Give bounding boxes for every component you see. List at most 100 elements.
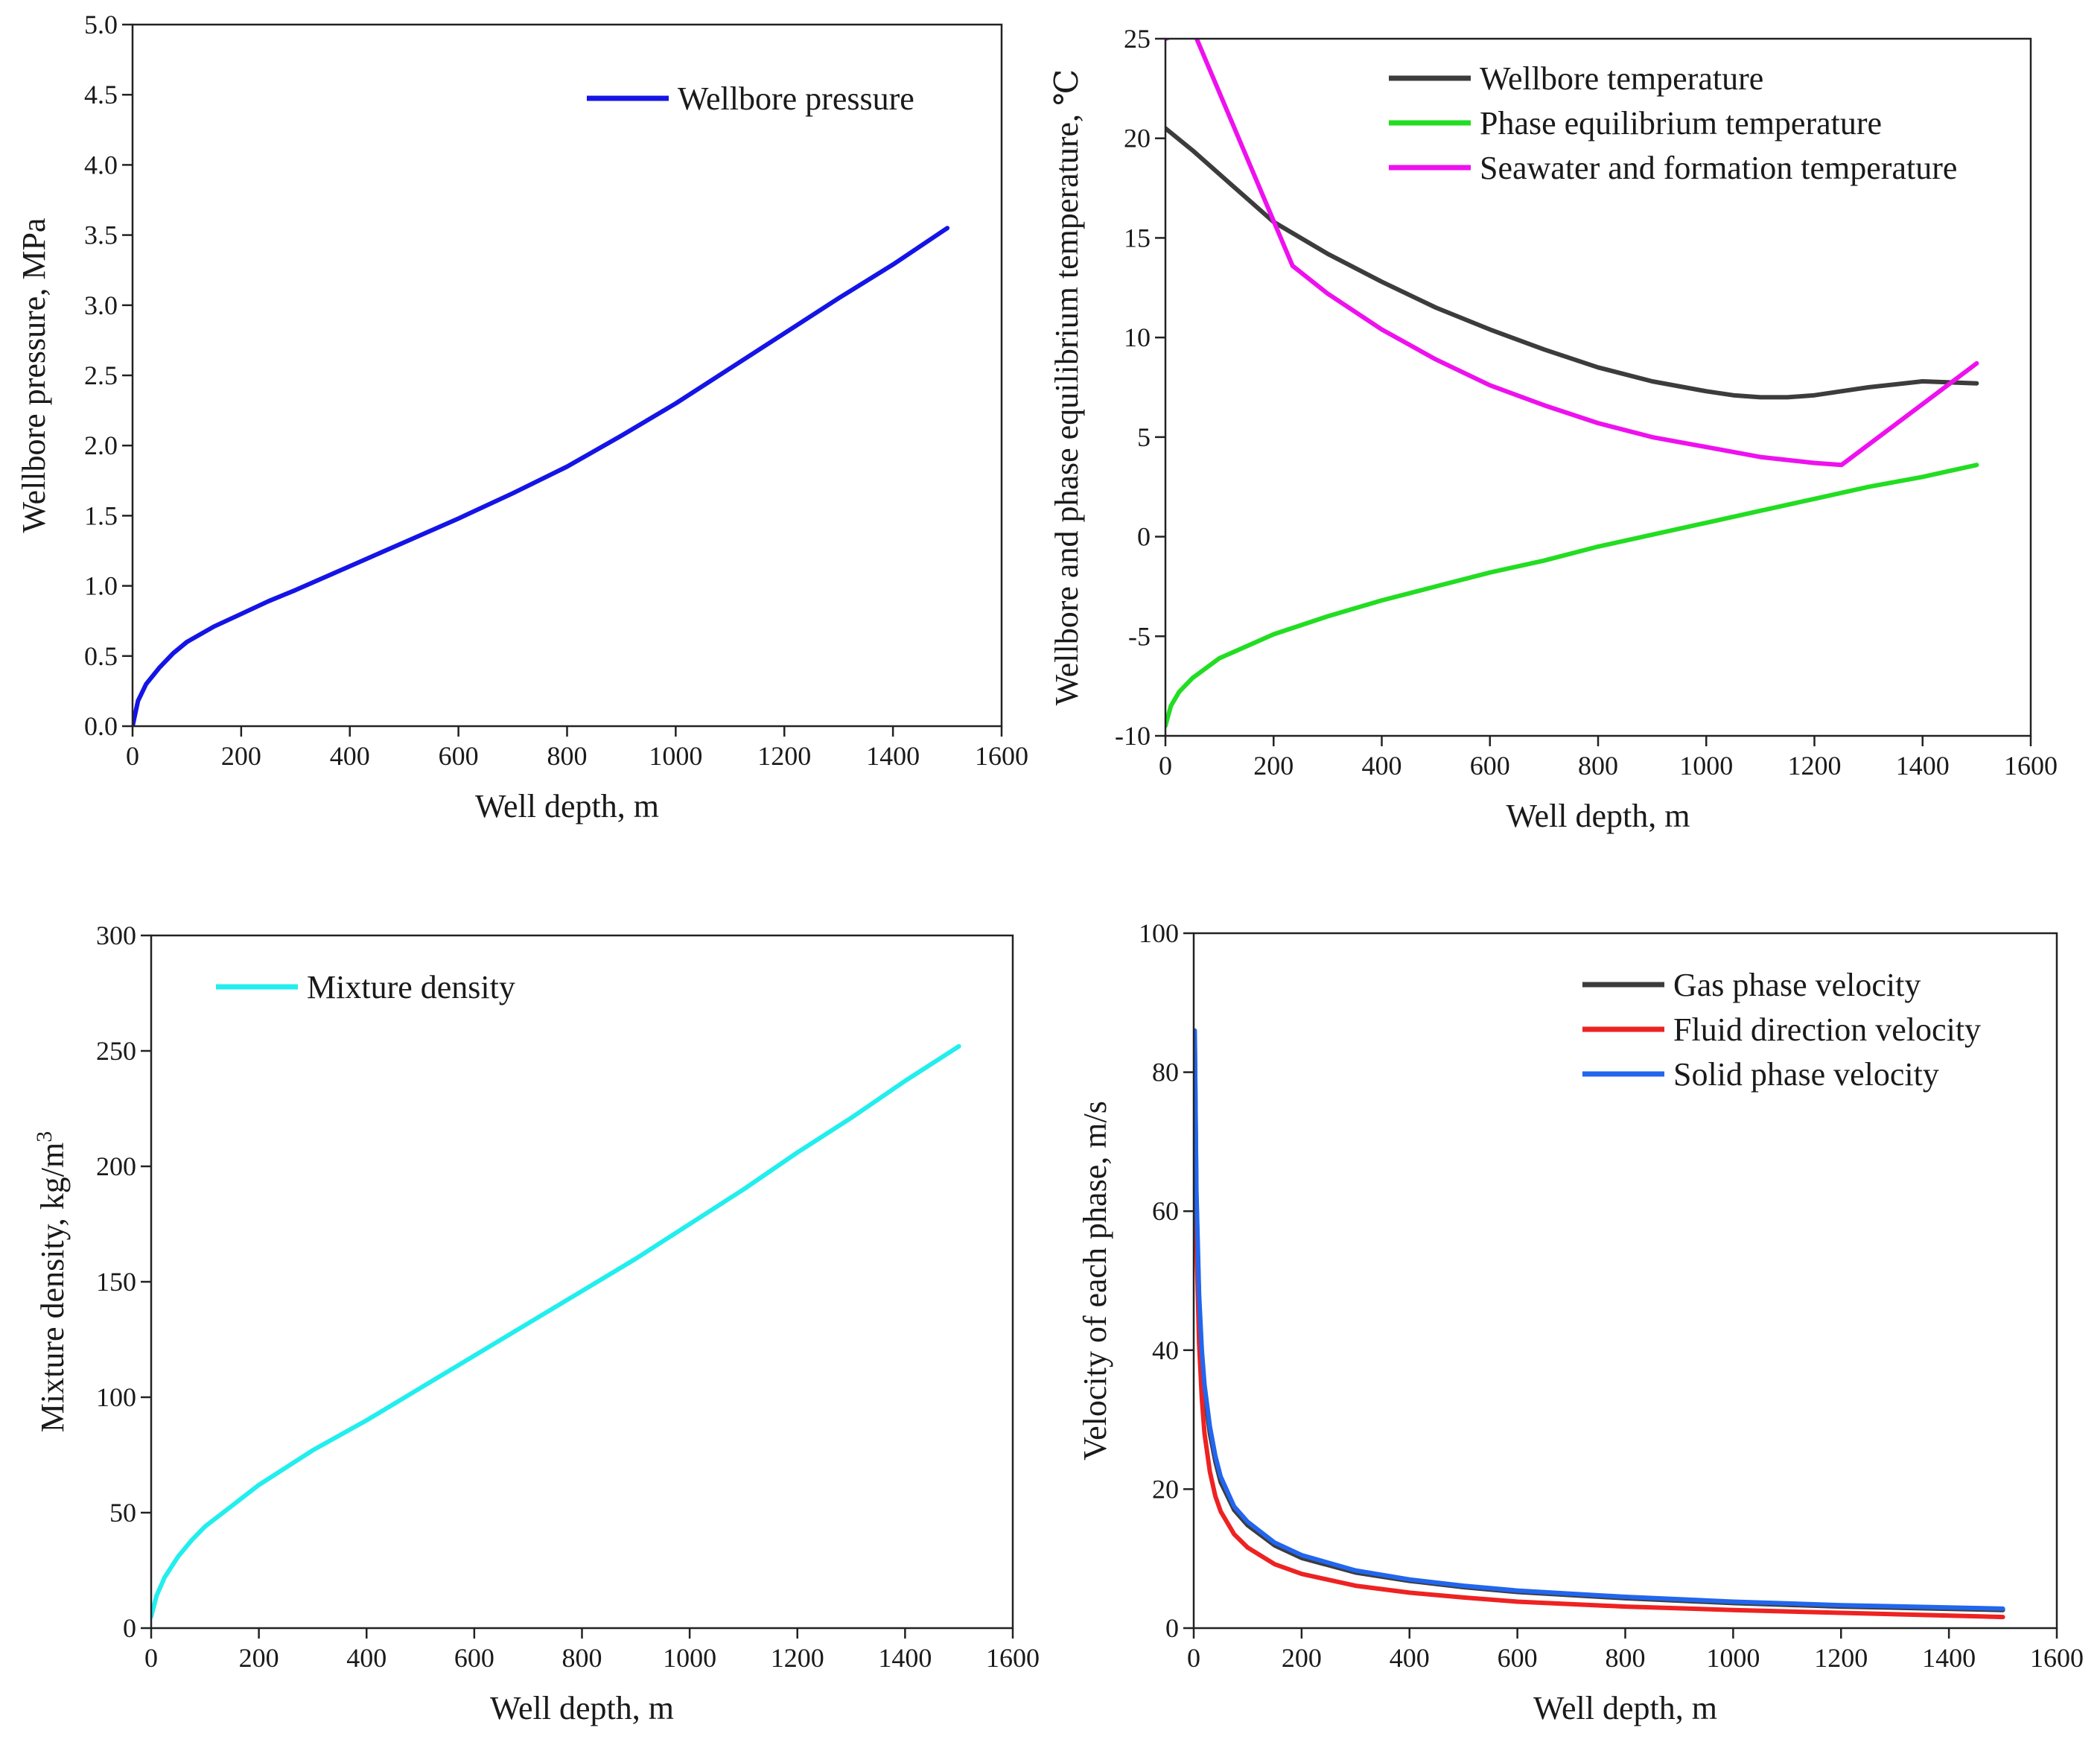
legend-label: Wellbore temperature (1480, 60, 1763, 97)
y-axis-title: Wellbore pressure, MPa (16, 218, 52, 533)
y-tick-label: 15 (1124, 223, 1151, 252)
chart-panel-b: 0 200 400 600 800 1000 1200 1400 1600 -10 -5 0 5 10 15… (1049, 24, 2058, 834)
series-line-c-1 (151, 1043, 961, 1619)
x-tick-label: 400 (1362, 751, 1402, 781)
y-axis-title: Wellbore and phase equilibrium temperatu… (1049, 69, 1085, 706)
y-axis-title-superscript: 3 (32, 1131, 57, 1143)
x-tick-label: 1400 (1922, 1643, 1976, 1673)
legend-label: Seawater and formation temperature (1480, 150, 1957, 186)
x-tick-label: 800 (547, 741, 588, 771)
y-tick-label: 0.5 (84, 641, 118, 671)
y-tick-label: 2.5 (84, 360, 118, 390)
legend-label: Wellbore pressure (678, 80, 914, 117)
x-tick-label: 1200 (1814, 1643, 1868, 1673)
x-tick-label: 800 (1606, 1643, 1646, 1673)
x-axis-title: Well depth, m (475, 788, 659, 824)
series-line-d-2 (1194, 1070, 2005, 1620)
plot-frame (1164, 37, 2032, 737)
y-tick-label: 60 (1152, 1196, 1179, 1226)
legend-label: Fluid direction velocity (1673, 1011, 1981, 1048)
y-tick-label: -10 (1115, 721, 1151, 751)
x-tick-label: 400 (346, 1643, 386, 1673)
x-tick-label: 200 (239, 1643, 279, 1673)
series-line-b-2 (1165, 463, 1979, 728)
x-tick-label: 0 (126, 741, 139, 771)
x-tick-label: 800 (562, 1643, 602, 1673)
x-tick-label: 800 (1578, 751, 1618, 781)
y-tick-label: 1.5 (84, 500, 118, 530)
x-tick-label: 400 (1390, 1643, 1430, 1673)
legend-label: Mixture density (307, 969, 515, 1005)
x-axis-title: Well depth, m (1533, 1690, 1717, 1726)
y-tick-label: 250 (96, 1036, 136, 1066)
y-tick-label: 0 (123, 1613, 136, 1643)
x-tick-label: 600 (454, 1643, 494, 1673)
y-tick-label: 40 (1152, 1335, 1179, 1365)
y-tick-label: 0 (1165, 1613, 1179, 1643)
x-tick-label: 0 (1187, 1643, 1200, 1673)
x-tick-label: 1400 (866, 741, 920, 771)
chart-panel-c: 0 200 400 600 800 1000 1200 1400 1600 0 50 100 150 20… (32, 921, 1040, 1726)
y-tick-label: 200 (96, 1151, 136, 1181)
x-tick-label: 400 (330, 741, 370, 771)
y-tick-label: 10 (1124, 322, 1151, 352)
series-line-d-3 (1194, 1028, 2005, 1611)
series-line-b-3 (1165, 39, 1979, 468)
x-axis-title: Well depth, m (490, 1690, 674, 1726)
x-tick-label: 1200 (771, 1643, 824, 1673)
y-tick-label: -5 (1128, 621, 1151, 651)
x-tick-label: 1600 (2030, 1643, 2084, 1673)
y-tick-label: 0.0 (84, 711, 118, 741)
plot-frame (150, 934, 1014, 1630)
y-tick-label: 80 (1152, 1058, 1179, 1087)
y-tick-label: 0 (1137, 522, 1151, 552)
y-tick-label: 50 (109, 1498, 136, 1528)
x-tick-label: 1200 (1788, 751, 1842, 781)
legend-label: Gas phase velocity (1673, 967, 1921, 1003)
x-tick-label: 1600 (986, 1643, 1040, 1673)
chart-panel-d: 0 200 400 600 800 1000 1200 1400 1600 0 20 40 60 80 10… (1077, 918, 2084, 1726)
plot-frame (131, 23, 1003, 728)
x-tick-label: 1000 (663, 1643, 716, 1673)
y-tick-label: 300 (96, 921, 136, 950)
x-tick-label: 0 (144, 1643, 158, 1673)
x-tick-label: 1600 (2004, 751, 2058, 781)
y-tick-label: 25 (1124, 24, 1151, 54)
y-tick-label: 20 (1124, 124, 1151, 153)
y-tick-label: 20 (1152, 1474, 1179, 1504)
series-line-d-1 (1194, 1035, 2005, 1612)
y-tick-label: 2.0 (84, 430, 118, 460)
x-tick-label: 200 (1253, 751, 1294, 781)
y-tick-label: 150 (96, 1267, 136, 1297)
x-tick-label: 1000 (1679, 751, 1733, 781)
x-tick-label: 600 (439, 741, 479, 771)
x-tick-label: 1600 (975, 741, 1028, 771)
x-tick-label: 1000 (649, 741, 702, 771)
legend-label: Solid phase velocity (1673, 1056, 1939, 1093)
series-line-b-1 (1165, 126, 1979, 400)
series-line-a-1 (133, 226, 950, 726)
y-tick-label: 5.0 (84, 10, 118, 39)
x-tick-label: 600 (1498, 1643, 1538, 1673)
y-tick-label: 100 (96, 1382, 136, 1412)
x-tick-label: 1200 (757, 741, 811, 771)
y-tick-label: 1.0 (84, 571, 118, 601)
x-tick-label: 0 (1159, 751, 1172, 781)
y-tick-label: 3.0 (84, 290, 118, 320)
x-axis-title: Well depth, m (1506, 798, 1690, 834)
x-tick-label: 200 (221, 741, 261, 771)
y-tick-label: 4.5 (84, 80, 118, 109)
y-tick-label: 5 (1137, 422, 1151, 452)
chart-panel-a: 0 200 400 600 800 1000 1200 1400 1600 0.0 0.5 1.0 1.… (16, 10, 1028, 824)
x-tick-label: 200 (1282, 1643, 1322, 1673)
y-tick-label: 100 (1139, 918, 1179, 948)
y-axis-title: Mixture density, kg/m3 (32, 1131, 71, 1432)
x-tick-label: 1400 (878, 1643, 932, 1673)
x-tick-label: 1000 (1706, 1643, 1760, 1673)
x-tick-label: 600 (1470, 751, 1510, 781)
legend-label: Phase equilibrium temperature (1480, 105, 1882, 142)
y-tick-label: 4.0 (84, 150, 118, 179)
x-tick-label: 1400 (1896, 751, 1950, 781)
